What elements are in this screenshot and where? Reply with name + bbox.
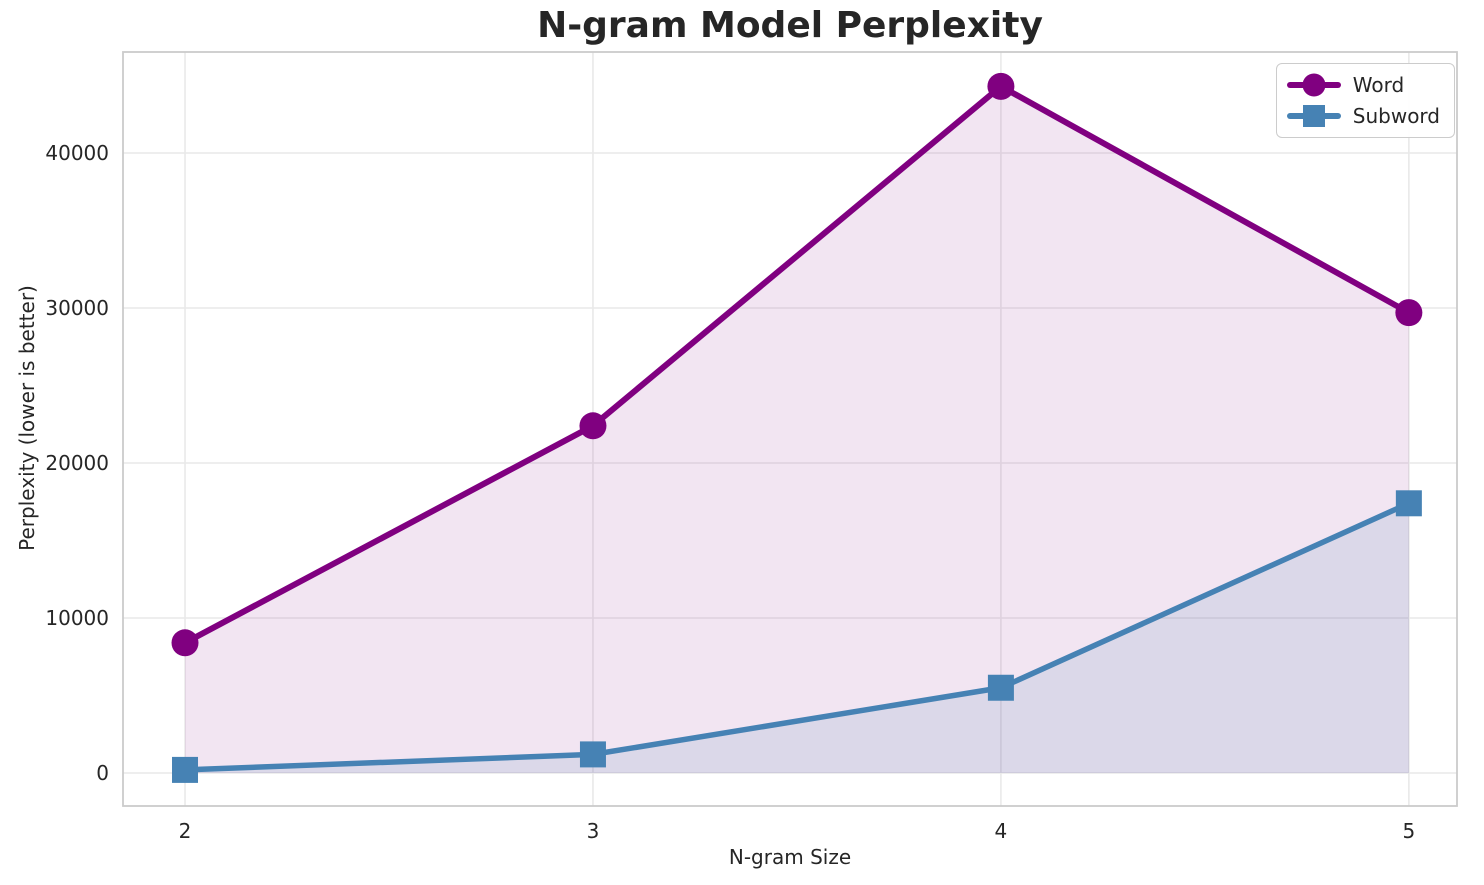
subword-point-x2 <box>172 756 199 783</box>
word-area-fill <box>185 86 1409 774</box>
legend: Word Subword <box>1275 63 1455 138</box>
x-tick-label-5: 5 <box>1402 819 1415 843</box>
word-point-x2 <box>171 629 199 657</box>
legend-label-word: Word <box>1352 73 1405 97</box>
legend-item-word: Word <box>1286 71 1440 99</box>
legend-item-subword: Subword <box>1286 102 1440 130</box>
chart-title: N-gram Model Perplexity <box>537 5 1043 46</box>
x-tick-label-3: 3 <box>587 819 600 843</box>
subword-line-sample <box>1286 105 1341 127</box>
word-line-sample <box>1286 73 1341 97</box>
word-point-x3 <box>579 412 607 440</box>
subword-point-x3 <box>579 741 606 768</box>
y-tick-label-40000: 40000 <box>45 141 109 165</box>
y-tick-label-10000: 10000 <box>45 606 109 630</box>
subword-line <box>182 500 1412 773</box>
subword-area-fill <box>185 503 1409 774</box>
y-tick-label-20000: 20000 <box>45 451 109 475</box>
plot-background <box>123 52 1457 806</box>
x-axis-label: N-gram Size <box>728 845 852 869</box>
word-point-x5 <box>1395 299 1423 327</box>
y-tick-label-30000: 30000 <box>45 296 109 320</box>
y-tick-label-0: 0 <box>96 761 109 785</box>
axes-spines <box>122 51 1458 807</box>
y-axis-label: Perplexity (lower is better) <box>15 285 39 551</box>
x-tick-label-2: 2 <box>179 819 192 843</box>
legend-square-marker-icon <box>1302 105 1325 127</box>
legend-label-subword: Subword <box>1352 104 1440 128</box>
word-point-x4 <box>987 72 1015 100</box>
word-line <box>182 83 1412 646</box>
subword-point-x4 <box>987 674 1014 701</box>
legend-circle-marker-icon <box>1302 73 1326 97</box>
x-tick-label-4: 4 <box>995 819 1008 843</box>
subword-point-x5 <box>1395 490 1422 517</box>
